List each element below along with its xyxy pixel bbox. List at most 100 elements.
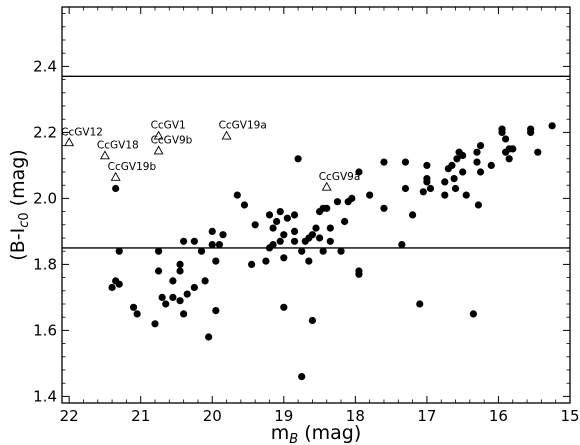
data-point bbox=[269, 224, 277, 232]
data-point bbox=[280, 254, 288, 262]
data-point bbox=[169, 277, 177, 285]
data-point bbox=[509, 145, 517, 153]
data-point bbox=[197, 247, 206, 255]
data-point bbox=[151, 320, 159, 328]
data-point bbox=[419, 188, 427, 196]
data-point bbox=[423, 178, 431, 186]
data-point bbox=[129, 303, 138, 311]
data-point bbox=[476, 142, 485, 150]
data-point bbox=[401, 158, 410, 166]
data-point bbox=[298, 373, 306, 381]
data-point bbox=[176, 267, 184, 275]
y-axis-title-unit: (mag) bbox=[7, 149, 29, 212]
data-point bbox=[341, 217, 349, 226]
labeled-point-marker bbox=[64, 137, 75, 147]
data-point bbox=[158, 293, 166, 301]
labeled-point-label: CcGV1 bbox=[151, 120, 186, 132]
x-tick-label: 17 bbox=[417, 407, 436, 425]
plot-frame bbox=[61, 6, 571, 404]
data-point bbox=[453, 155, 461, 163]
data-point bbox=[201, 277, 209, 285]
data-point bbox=[505, 155, 513, 163]
data-point bbox=[212, 257, 220, 265]
labeled-point-label: CcGV12 bbox=[61, 126, 103, 138]
data-point bbox=[527, 128, 535, 136]
x-axis-title-unit: (mag) bbox=[298, 422, 361, 444]
data-point bbox=[462, 191, 470, 199]
data-point bbox=[473, 158, 481, 166]
data-point bbox=[294, 155, 302, 163]
labeled-point-marker bbox=[153, 145, 164, 155]
data-point bbox=[423, 161, 431, 169]
y-axis-ticks: 1.4 1.6 1.8 2.0 2.2 2.4 bbox=[33, 13, 570, 405]
x-tick-label: 18 bbox=[346, 407, 365, 425]
data-point bbox=[248, 260, 256, 268]
data-point bbox=[208, 241, 216, 249]
data-point bbox=[502, 148, 510, 156]
data-point bbox=[115, 247, 123, 255]
data-point bbox=[326, 224, 334, 232]
data-point bbox=[280, 231, 288, 239]
data-points bbox=[108, 122, 556, 381]
data-point bbox=[233, 191, 241, 199]
data-point bbox=[380, 158, 388, 166]
data-point bbox=[459, 151, 467, 160]
data-point bbox=[154, 267, 163, 275]
data-point bbox=[476, 168, 485, 176]
data-point bbox=[190, 237, 198, 245]
data-point bbox=[298, 247, 306, 255]
data-point bbox=[548, 122, 556, 130]
y-tick-label: 1.4 bbox=[33, 387, 57, 405]
data-point bbox=[473, 148, 481, 156]
data-point bbox=[240, 201, 249, 209]
data-point bbox=[315, 208, 324, 216]
data-point bbox=[401, 184, 410, 193]
data-point bbox=[262, 257, 270, 265]
data-point bbox=[441, 178, 449, 186]
x-tick-label: 16 bbox=[489, 407, 508, 425]
data-point bbox=[162, 300, 170, 308]
data-point bbox=[308, 316, 317, 325]
data-point bbox=[380, 204, 388, 212]
data-point bbox=[498, 128, 506, 136]
data-point bbox=[215, 241, 224, 249]
y-axis-title: (B-Ic0 (mag) bbox=[7, 149, 32, 260]
x-axis-ticks: 22 21 20 19 18 17 16 15 bbox=[60, 7, 580, 425]
x-tick-label: 19 bbox=[274, 407, 293, 425]
data-point bbox=[451, 184, 460, 193]
x-tick-label: 22 bbox=[60, 407, 79, 425]
data-point bbox=[280, 303, 288, 311]
labeled-point-marker bbox=[153, 130, 164, 140]
data-point bbox=[459, 168, 467, 176]
y-axis-title-subscript: c bbox=[17, 221, 32, 228]
x-tick-label: 21 bbox=[131, 407, 150, 425]
data-point bbox=[426, 184, 435, 193]
data-point bbox=[487, 161, 495, 169]
y-tick-label: 1.8 bbox=[33, 255, 57, 273]
data-point bbox=[169, 293, 177, 301]
data-point bbox=[398, 241, 406, 249]
x-axis-title-subscript: B bbox=[289, 432, 298, 445]
data-point bbox=[474, 201, 483, 209]
data-point bbox=[344, 198, 352, 206]
data-point bbox=[534, 148, 542, 156]
labeled-point-label: CcGV18 bbox=[97, 140, 139, 152]
data-point bbox=[366, 191, 374, 199]
data-point bbox=[337, 247, 345, 255]
labeled-point-marker bbox=[110, 171, 121, 181]
data-point bbox=[154, 247, 163, 255]
data-point bbox=[133, 310, 141, 318]
data-point bbox=[276, 237, 284, 245]
data-point bbox=[208, 227, 216, 235]
labeled-points: CcGV12 CcGV18 CcGV1 CcGV9b CcGV19a CcGV19b CcG… bbox=[61, 120, 360, 191]
y-tick-label: 2.4 bbox=[33, 57, 57, 75]
data-point bbox=[180, 237, 188, 245]
data-point bbox=[355, 270, 363, 278]
y-axis-title-main: (B-I bbox=[7, 228, 29, 261]
data-point bbox=[190, 283, 198, 292]
data-point bbox=[176, 297, 184, 305]
labeled-point-marker bbox=[321, 181, 332, 191]
data-point bbox=[441, 191, 449, 199]
